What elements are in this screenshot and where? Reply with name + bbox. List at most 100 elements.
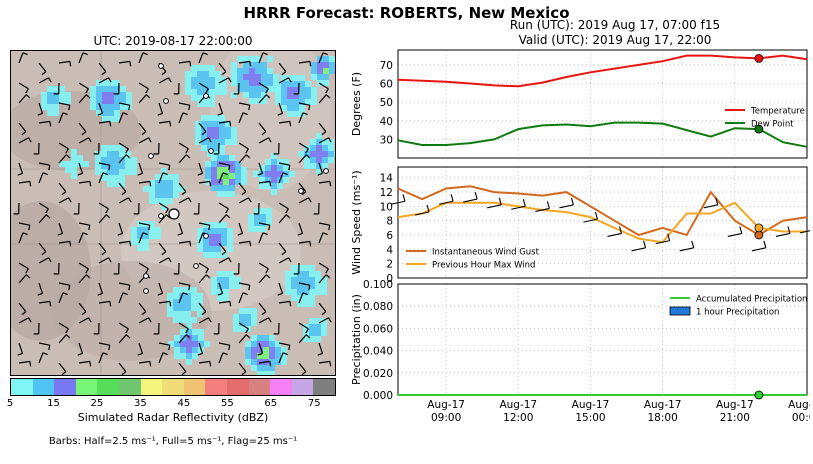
wind-barb-flag	[250, 61, 251, 66]
radar-cell	[249, 86, 255, 92]
radar-cell	[231, 133, 237, 139]
radar-cell	[235, 277, 241, 283]
radar-cell	[271, 159, 277, 165]
radar-cell	[180, 353, 186, 359]
station-dot	[204, 94, 209, 99]
radar-cell	[263, 341, 269, 347]
radar-cell	[321, 330, 327, 336]
radar-cell	[285, 283, 291, 289]
radar-cell	[219, 139, 225, 145]
colorbar-swatch	[141, 379, 163, 395]
radar-cell	[213, 121, 219, 127]
radar-cell	[180, 329, 186, 335]
radar-cell	[186, 353, 192, 359]
radar-cell	[275, 341, 281, 347]
radar-cell	[328, 157, 334, 163]
radar-cell	[107, 169, 113, 175]
radar-cell	[249, 92, 255, 98]
radar-cell	[311, 93, 317, 99]
station-dot	[299, 189, 304, 194]
colorbar-tick-label: 5	[0, 398, 25, 409]
radar-cell	[211, 283, 217, 289]
radar-cell	[310, 151, 316, 157]
radar-cell	[108, 98, 114, 104]
highlight-point	[755, 391, 763, 399]
wind-barb-flag	[50, 301, 51, 306]
series-line	[398, 56, 807, 87]
radar-cell	[77, 155, 83, 161]
wind-barb	[704, 205, 718, 208]
radar-cell	[215, 83, 221, 89]
wind-barb	[680, 248, 694, 251]
radar-cell	[173, 299, 179, 305]
radar-cell	[267, 68, 273, 74]
radar-cell	[239, 326, 245, 332]
radar-cell	[283, 177, 289, 183]
radar-cell	[215, 222, 221, 228]
radar-cell	[213, 133, 219, 139]
radar-cell	[96, 92, 102, 98]
radar-cell	[185, 305, 191, 311]
radar-cell	[173, 287, 179, 293]
y-tick-label: 0.020	[363, 368, 393, 380]
radar-cell	[231, 62, 237, 68]
wind-barb-flag	[170, 301, 171, 306]
radar-cell	[245, 320, 251, 326]
radar-cell	[223, 191, 229, 197]
radar-cell	[191, 77, 197, 83]
radar-cell	[263, 353, 269, 359]
wind-barb-flag	[451, 194, 453, 201]
radar-cell	[213, 127, 219, 133]
radar-cell	[221, 228, 227, 234]
radar-cell	[251, 365, 257, 371]
radar-cell	[203, 101, 209, 107]
radar-cell	[260, 226, 266, 232]
radar-cell	[83, 161, 89, 167]
radar-cell	[179, 317, 185, 323]
radar-cell	[131, 227, 137, 233]
radar-cell	[322, 145, 328, 151]
radar-cell	[90, 86, 96, 92]
radar-cell	[120, 92, 126, 98]
radar-cell	[161, 180, 167, 186]
radar-cell	[96, 86, 102, 92]
colorbar-swatch	[227, 379, 249, 395]
colorbar-swatch	[205, 379, 227, 395]
radar-cell	[197, 77, 203, 83]
radar-cell	[192, 347, 198, 353]
radar-cell	[271, 189, 277, 195]
radar-cell	[174, 347, 180, 353]
radar-cell	[269, 341, 275, 347]
radar-cell	[271, 177, 277, 183]
radar-cell	[243, 68, 249, 74]
radar-cell	[287, 99, 293, 105]
radar-cell	[299, 93, 305, 99]
radar-cell	[317, 62, 323, 68]
wind-barb-flag	[130, 241, 131, 246]
radar-cell	[65, 167, 71, 173]
radar-cell	[198, 335, 204, 341]
radar-cell	[305, 81, 311, 87]
radar-cell	[241, 173, 247, 179]
radar-cell	[185, 83, 191, 89]
radar-cell	[90, 92, 96, 98]
wind-barb-flag	[330, 181, 331, 186]
radar-cell	[322, 157, 328, 163]
y-tick-label: 0.000	[363, 390, 393, 402]
legend-label: Instantaneous Wind Gust	[432, 248, 540, 258]
radar-cell	[310, 145, 316, 151]
radar-cell	[167, 186, 173, 192]
radar-cell	[149, 198, 155, 204]
radar-cell	[197, 293, 203, 299]
y-tick-label: 50	[380, 97, 393, 109]
radar-cell	[223, 289, 229, 295]
radar-cell	[149, 233, 155, 239]
radar-cell	[328, 151, 334, 157]
radar-cell	[225, 133, 231, 139]
y-tick-label: 10	[380, 201, 393, 213]
radar-cell	[107, 175, 113, 181]
legend-label: 1 hour Precipitation	[696, 308, 779, 318]
radar-cell	[71, 149, 77, 155]
radar-cell	[113, 175, 119, 181]
radar-cell	[229, 173, 235, 179]
